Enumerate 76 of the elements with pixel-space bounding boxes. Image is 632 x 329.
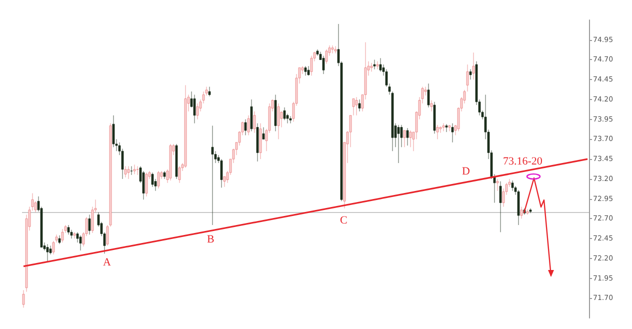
candlestick [277,103,280,140]
candlestick [73,232,76,239]
candlestick [376,61,379,70]
candlestick [511,180,514,192]
candlestick [145,172,148,197]
candlestick [178,166,181,184]
candlestick [175,144,178,180]
candlestick [436,124,439,140]
candlestick [451,123,454,143]
candlestick [442,123,445,132]
candlestick [406,128,409,146]
candlestick [124,166,127,178]
candlestick [469,69,472,80]
candlestick [22,290,25,308]
candlestick [247,115,250,136]
candlestick [526,208,529,215]
candlestick [46,244,49,263]
annotation: 73.16-20 [503,156,543,168]
candlestick [430,100,433,112]
candlestick [127,166,130,180]
candlestick [307,66,310,76]
candlestick [163,170,166,180]
candlestick [250,99,253,132]
candlestick [403,130,406,148]
candlestick [61,228,64,243]
candlestick [244,119,247,136]
candlestick [370,62,373,72]
candlestick [520,206,523,219]
candlestick [253,111,256,134]
candlestick [79,235,82,251]
candlestick [316,49,319,56]
candlestick [208,86,211,96]
candlestick [496,178,499,192]
candlestick [310,56,313,76]
candlestick [211,125,214,226]
candlestick [274,94,277,132]
candlestick [472,52,475,80]
candlestick [193,94,196,124]
candlestick [283,107,286,120]
candlestick [151,172,154,188]
candlestick [409,130,412,148]
candlestick [334,46,337,54]
candlestick [259,123,262,160]
candlestick [196,103,199,120]
candlestick [289,116,292,124]
candlestick [67,224,70,235]
candlestick [58,235,61,244]
annotation: C [340,214,348,226]
candlestick [331,45,334,54]
candlestick [304,66,307,76]
candlestick [169,144,172,181]
candlestick [433,102,436,134]
candlestick [136,166,139,176]
candlestick [88,214,91,235]
candlestick [256,123,259,162]
annotation: D [462,166,470,178]
candlestick [373,60,376,70]
candlestick [397,124,400,164]
candlestick [157,170,160,189]
annotation: B [207,234,214,246]
candlestick [499,181,502,232]
candlestick [517,190,520,226]
candlestick [220,158,223,188]
candlestick [262,127,265,140]
candlestick [445,124,448,132]
candlestick [427,83,430,108]
candlestick [448,124,451,132]
candlestick [355,96,358,116]
candlestick [325,49,328,64]
candlestick [358,99,361,112]
candlestick [379,58,382,72]
candlestick [112,115,115,148]
candlestick [322,56,325,74]
candlestick [133,164,136,174]
annotation: A [103,256,111,268]
candlestick [184,84,187,168]
